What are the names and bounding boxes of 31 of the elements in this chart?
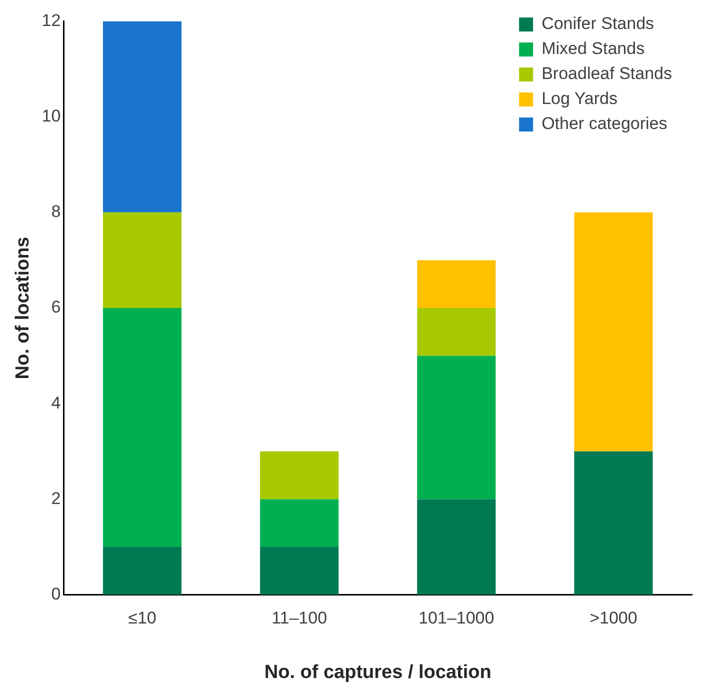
legend-label: Broadleaf Stands xyxy=(542,64,672,84)
x-tick-label: ≤10 xyxy=(128,608,156,628)
x-axis-title: No. of captures / location xyxy=(264,662,492,683)
bar xyxy=(417,308,496,356)
bar xyxy=(417,356,496,500)
legend-label: Log Yards xyxy=(542,89,618,108)
y-tick-label: 10 xyxy=(42,106,61,126)
x-tick-label: >1000 xyxy=(590,608,638,628)
y-tick-label: 8 xyxy=(51,202,61,222)
y-tick-label: 12 xyxy=(42,10,61,30)
bar xyxy=(102,212,182,308)
x-tick-label: 101–1000 xyxy=(418,608,494,628)
legend-label: Conifer Stands xyxy=(542,14,654,34)
bar xyxy=(574,451,653,595)
bar xyxy=(417,260,496,308)
bar xyxy=(260,547,339,595)
y-axis-title: No. of locations xyxy=(12,236,34,380)
legend-label: Mixed Stands xyxy=(542,39,645,58)
x-tick-label: 11–100 xyxy=(272,608,328,628)
y-tick-label: 0 xyxy=(51,584,61,604)
y-tick-label: 4 xyxy=(51,393,61,412)
bar xyxy=(102,547,182,595)
bar xyxy=(574,212,653,452)
bar xyxy=(102,21,182,212)
bar xyxy=(260,499,339,547)
y-tick-label: 2 xyxy=(51,488,61,508)
bar xyxy=(102,308,182,547)
y-tick-label: 6 xyxy=(51,298,61,317)
bar xyxy=(260,451,339,500)
bar xyxy=(417,499,496,595)
legend-label: Other categories xyxy=(542,114,668,134)
